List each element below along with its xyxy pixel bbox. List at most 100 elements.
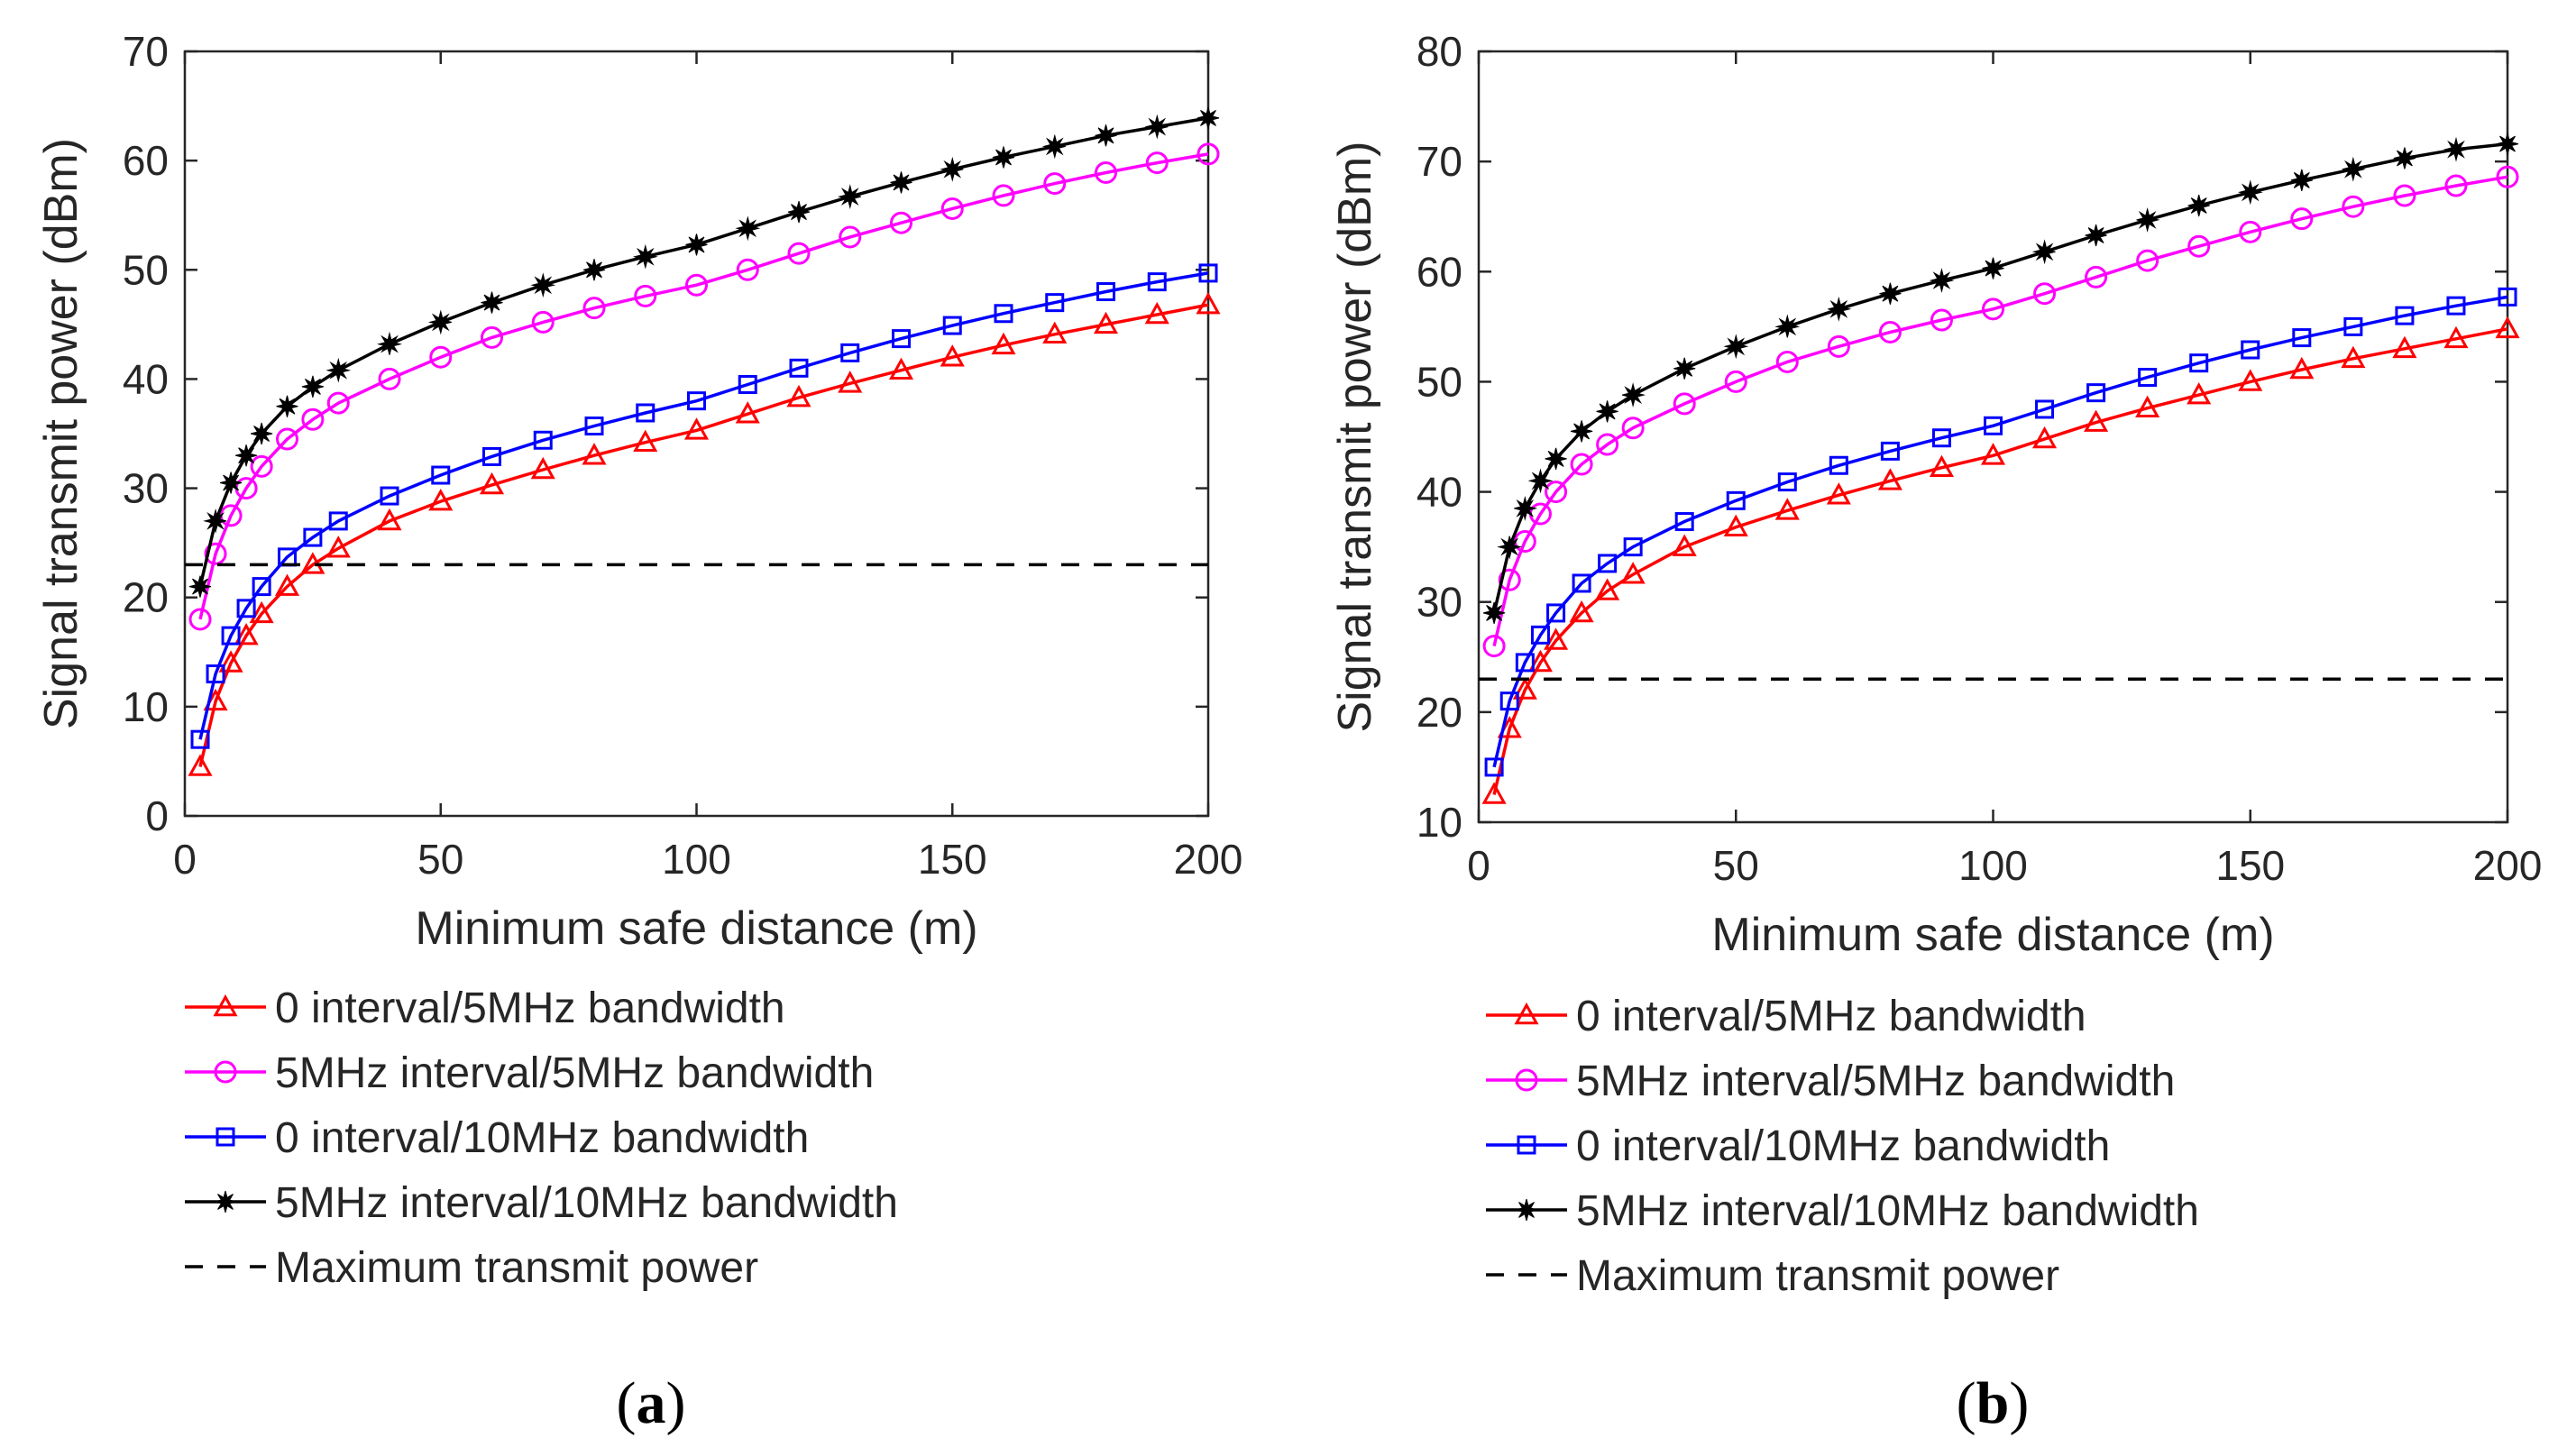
data-point-a-0-8 bbox=[377, 508, 402, 531]
y-axis-label-b: Signal transmit power (dBm) bbox=[1329, 142, 1381, 733]
data-point-b-0-9 bbox=[1723, 514, 1748, 536]
x-tick-label-b-1: 50 bbox=[1713, 842, 1759, 889]
data-point-b-3-11 bbox=[1828, 296, 1852, 322]
x-tick-label-b-2: 100 bbox=[1958, 842, 2028, 889]
data-point-a-0-21 bbox=[1042, 321, 1068, 344]
data-point-b-3-19 bbox=[2237, 179, 2263, 206]
data-point-b-1-12 bbox=[1878, 320, 1902, 343]
data-point-b-0-22 bbox=[2392, 335, 2417, 359]
data-point-a-1-14 bbox=[685, 273, 708, 297]
data-point-a-3-10 bbox=[481, 291, 503, 314]
data-point-a-3-18 bbox=[890, 171, 912, 194]
data-point-a-0-15 bbox=[735, 401, 760, 424]
data-point-b-1-1 bbox=[1498, 568, 1521, 591]
data-point-b-1-4 bbox=[1545, 481, 1568, 504]
data-point-b-1-8 bbox=[1673, 392, 1696, 416]
x-tick-label-a-0: 0 bbox=[173, 836, 197, 883]
y-tick-label-b-4: 50 bbox=[1417, 358, 1462, 405]
series-line-b-0 bbox=[1492, 327, 2508, 795]
data-point-b-3-4 bbox=[1545, 447, 1567, 471]
data-point-a-0-14 bbox=[683, 417, 710, 440]
data-point-b-2-10 bbox=[1777, 472, 1797, 492]
data-point-b-2-0 bbox=[1484, 757, 1504, 777]
legend-marker-b-0 bbox=[1514, 1002, 1539, 1025]
data-point-b-2-3 bbox=[1530, 625, 1550, 645]
y-tick-label-a-1: 10 bbox=[123, 683, 169, 730]
data-point-a-1-0 bbox=[188, 608, 212, 631]
data-point-a-2-1 bbox=[206, 664, 225, 684]
series-line-b-2 bbox=[1492, 295, 2508, 768]
data-point-b-2-9 bbox=[1726, 490, 1746, 510]
data-point-b-0-16 bbox=[2084, 409, 2109, 432]
data-point-b-0-13 bbox=[1929, 454, 1954, 477]
data-point-b-2-12 bbox=[1880, 441, 1900, 461]
data-point-a-0-5 bbox=[274, 573, 300, 596]
data-point-b-0-7 bbox=[1620, 562, 1646, 584]
data-point-a-3-12 bbox=[582, 259, 606, 281]
series-line-b-3 bbox=[1492, 142, 2508, 614]
data-point-a-1-11 bbox=[531, 310, 555, 334]
panel-label-a: (a) bbox=[617, 1370, 686, 1436]
data-point-b-0-6 bbox=[1595, 578, 1620, 600]
data-point-a-3-23 bbox=[1144, 114, 1169, 140]
data-point-b-3-7 bbox=[1621, 382, 1646, 408]
data-point-a-0-16 bbox=[786, 384, 811, 407]
data-point-a-2-14 bbox=[687, 391, 706, 411]
data-point-a-3-16 bbox=[787, 200, 811, 224]
legend-b: 0 interval/5MHz bandwidth 5MHz interval/5… bbox=[1486, 993, 2199, 1300]
data-point-a-3-4 bbox=[250, 422, 273, 445]
x-tick-label-b-3: 150 bbox=[2215, 842, 2285, 889]
data-point-b-3-2 bbox=[1514, 495, 1538, 521]
data-point-b-1-11 bbox=[1827, 334, 1850, 358]
legend-label-a-4: Maximum transmit power bbox=[275, 1244, 758, 1292]
data-point-b-1-20 bbox=[2290, 207, 2314, 231]
data-point-a-3-17 bbox=[837, 184, 861, 210]
data-point-a-3-1 bbox=[203, 508, 227, 534]
legend-marker-a-0 bbox=[213, 994, 238, 1017]
data-point-a-2-15 bbox=[738, 374, 757, 394]
data-point-a-2-11 bbox=[533, 430, 553, 450]
data-point-a-0-19 bbox=[940, 344, 965, 367]
data-point-a-1-17 bbox=[839, 225, 862, 249]
data-point-a-0-20 bbox=[991, 332, 1016, 355]
data-point-b-2-11 bbox=[1829, 455, 1848, 475]
y-tick-label-a-3: 30 bbox=[123, 465, 169, 512]
data-point-a-1-5 bbox=[276, 427, 298, 451]
data-point-a-1-4 bbox=[250, 454, 273, 478]
data-point-a-3-15 bbox=[735, 215, 761, 242]
legend-label-b-4: Maximum transmit power bbox=[1576, 1252, 2059, 1300]
legend-marker-b-3 bbox=[1515, 1198, 1538, 1222]
data-point-b-1-17 bbox=[2136, 249, 2159, 272]
series-a-0 bbox=[188, 291, 1221, 776]
data-point-a-2-3 bbox=[236, 599, 256, 618]
data-point-b-2-21 bbox=[2343, 316, 2363, 336]
data-point-b-0-2 bbox=[1512, 677, 1537, 700]
series-line-b-1 bbox=[1492, 175, 2508, 646]
legend-label-a-3: 5MHz interval/10MHz bandwidth bbox=[275, 1179, 898, 1227]
data-point-a-0-17 bbox=[838, 371, 863, 393]
data-point-b-1-24 bbox=[2496, 165, 2519, 188]
data-point-a-2-0 bbox=[190, 729, 210, 749]
series-b-3 bbox=[1482, 133, 2519, 625]
data-point-a-3-7 bbox=[325, 357, 352, 383]
data-point-b-2-13 bbox=[1931, 428, 1951, 448]
data-point-b-1-6 bbox=[1596, 433, 1619, 456]
y-tick-label-a-5: 50 bbox=[123, 246, 169, 293]
data-point-a-2-7 bbox=[328, 511, 348, 531]
data-point-b-0-14 bbox=[1980, 443, 2006, 465]
data-point-a-1-19 bbox=[940, 197, 964, 220]
data-point-b-0-17 bbox=[2135, 395, 2160, 418]
data-point-b-0-10 bbox=[1774, 498, 1800, 520]
data-point-a-2-23 bbox=[1147, 272, 1167, 292]
data-point-a-1-10 bbox=[481, 325, 503, 349]
data-point-b-1-0 bbox=[1482, 635, 1506, 658]
data-point-a-2-17 bbox=[840, 343, 860, 362]
x-tick-label-a-3: 150 bbox=[918, 836, 987, 883]
data-point-b-0-11 bbox=[1826, 482, 1851, 505]
data-point-b-2-1 bbox=[1499, 691, 1519, 711]
chart-panel-b: 0 50 100 150 200 10 20 30 40 50 60 70 80 Minimum safe… bbox=[1329, 28, 2542, 1436]
data-point-b-3-17 bbox=[2136, 206, 2160, 233]
y-tick-label-b-0: 10 bbox=[1417, 799, 1462, 846]
data-point-b-0-5 bbox=[1569, 600, 1594, 623]
legend-marker-a-2 bbox=[215, 1127, 235, 1147]
